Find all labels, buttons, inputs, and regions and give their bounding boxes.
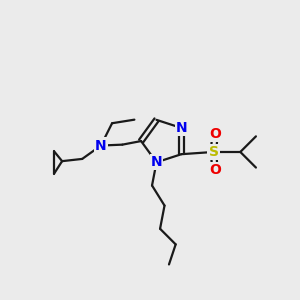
- Text: O: O: [209, 127, 221, 141]
- Text: S: S: [208, 145, 219, 159]
- Text: N: N: [95, 139, 107, 152]
- Text: O: O: [209, 163, 221, 177]
- Text: N: N: [176, 121, 187, 135]
- Text: N: N: [151, 155, 162, 169]
